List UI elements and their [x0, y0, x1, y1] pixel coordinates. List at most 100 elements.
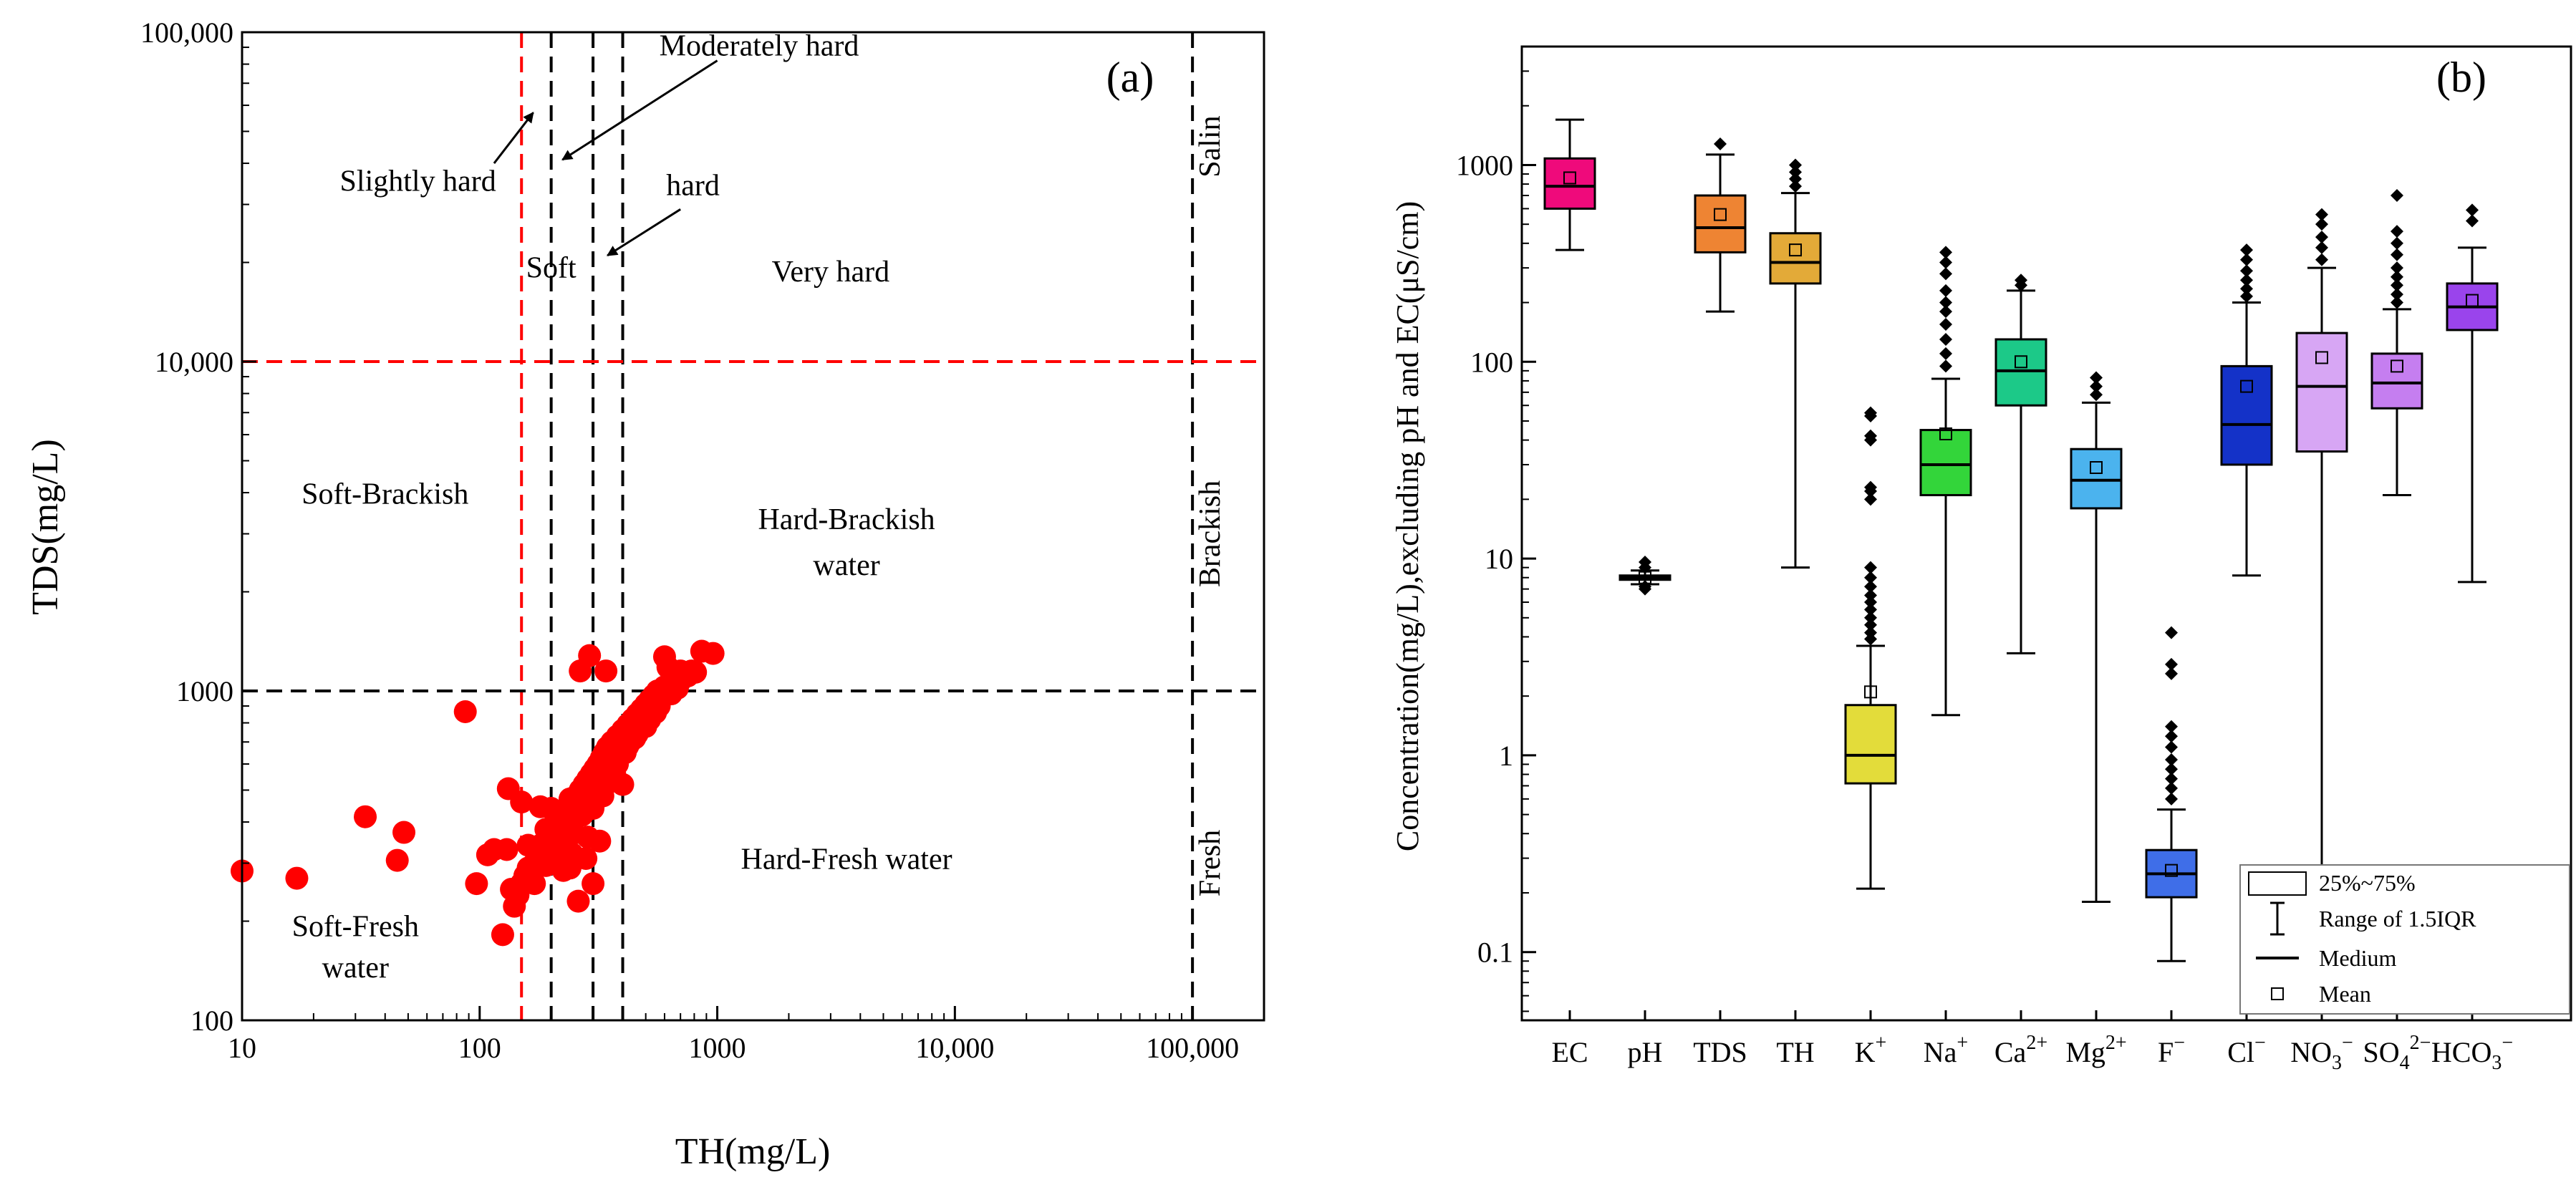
outlier-point	[1789, 172, 1802, 185]
category-label-base: F	[2158, 1036, 2174, 1068]
box-iqr	[2370, 352, 2423, 410]
mean-marker	[2240, 379, 2253, 393]
outlier-point	[2240, 264, 2253, 278]
y-axis-label-b: Concentration(mg/L),excluding pH and EC(…	[1390, 201, 1425, 851]
box-cl	[2220, 243, 2273, 577]
outlier-point	[2391, 189, 2403, 203]
outlier-point	[1864, 480, 1877, 494]
category-label-sup: +	[1957, 1032, 1968, 1054]
y-tick-label: 1000	[176, 675, 233, 707]
category-label: Na+	[1924, 1032, 1968, 1068]
annotation-label: Moderately hard	[660, 29, 859, 62]
outlier-point	[1864, 611, 1877, 624]
data-point	[558, 787, 582, 811]
outlier-point	[1939, 284, 1952, 297]
outlier-point	[1864, 596, 1877, 609]
outlier-point	[2391, 288, 2403, 301]
box-mg2	[2070, 371, 2123, 904]
x-axis-label-a: TH(mg/L)	[675, 1131, 831, 1172]
outlier-point	[2240, 253, 2253, 266]
annotation-label: hard	[666, 170, 720, 203]
category-label: TH	[1776, 1036, 1814, 1068]
legend-frame	[2239, 864, 2570, 1015]
box-tds	[1694, 137, 1747, 313]
data-point	[453, 700, 477, 723]
outlier-point	[2315, 231, 2328, 244]
data-point	[392, 821, 416, 844]
outlier-point	[2165, 720, 2178, 733]
vertical-region-label: Brackish	[1194, 480, 1227, 587]
annotation-arrow	[561, 59, 718, 161]
legend-item-label: Range of 1.5IQR	[2319, 906, 2476, 932]
category-label-base: Cl	[2227, 1036, 2254, 1068]
category-label: pH	[1628, 1036, 1663, 1068]
data-point	[523, 872, 546, 896]
mean-marker	[2466, 294, 2479, 307]
box-iqr	[1844, 704, 1897, 785]
category-labels: EC pH TDS TH K+ Na+ Ca2+ Mg2+ F− Cl− NO3− SO42− HCO3…	[1551, 1032, 2513, 1074]
category-label: HCO3−	[2431, 1032, 2513, 1074]
category-label-base: K	[1855, 1036, 1876, 1068]
outlier-point	[1864, 626, 1877, 639]
category-label-sup: −	[2254, 1032, 2266, 1054]
x-tick-label: 10	[228, 1032, 256, 1064]
data-point	[566, 889, 590, 913]
outlier-point	[2165, 792, 2178, 806]
outlier-point	[2090, 371, 2103, 384]
data-point	[584, 787, 608, 811]
outlier-point	[1789, 180, 1802, 193]
outlier-point	[2466, 203, 2479, 217]
outlier-point	[2165, 626, 2178, 639]
annotation-arrow	[493, 112, 534, 164]
box-ec	[1543, 118, 1596, 251]
category-label: NO3−	[2290, 1032, 2353, 1074]
outlier-point	[2165, 667, 2178, 680]
data-point	[354, 805, 377, 828]
box-iqr	[1919, 429, 1972, 497]
category-label-base: NO	[2290, 1036, 2332, 1068]
panel-a-label: (a)	[1106, 54, 1154, 101]
category-label-sup: +	[1876, 1032, 1887, 1054]
box-ca2	[1994, 274, 2047, 654]
category-label: Mg2+	[2065, 1032, 2126, 1068]
outlier-point	[2240, 282, 2253, 296]
outlier-point	[2165, 740, 2178, 754]
mean-marker	[1563, 171, 1576, 185]
outlier-point	[1639, 555, 1651, 569]
outlier-point	[2391, 270, 2403, 284]
outlier-point	[1939, 347, 1952, 360]
mean-marker	[1864, 685, 1877, 699]
outlier-point	[1864, 603, 1877, 616]
region-label: Very hard	[772, 256, 889, 289]
category-label: SO42−	[2363, 1032, 2431, 1074]
category-label: Cl−	[2227, 1032, 2266, 1068]
outlier-point	[1939, 332, 1952, 346]
data-point	[603, 762, 627, 785]
mean-marker	[2090, 461, 2103, 475]
box-iqr	[1769, 232, 1822, 285]
y-axis-label-a: TDS(mg/L)	[25, 439, 66, 615]
outlier-point	[1789, 158, 1802, 172]
category-label-sup: 2+	[2105, 1032, 2127, 1054]
outlier-point	[2315, 241, 2328, 254]
mean-marker	[2315, 351, 2328, 364]
outlier-point	[1864, 406, 1877, 420]
annotation-label: Slightly hard	[340, 165, 496, 198]
scatter-points	[231, 639, 725, 947]
box-ph	[1619, 555, 1671, 596]
legend-item-label: Medium	[2319, 945, 2397, 971]
category-label-base: Na	[1924, 1036, 1957, 1068]
region-label: water	[813, 549, 879, 582]
box-series	[1543, 118, 2499, 962]
y-tick-label: 10	[1485, 543, 1513, 575]
data-point	[594, 659, 618, 683]
category-label-sub: 4	[2400, 1052, 2410, 1074]
category-label-base: TDS	[1693, 1036, 1747, 1068]
data-point	[516, 833, 540, 857]
legend-item-label: 25%~75%	[2319, 870, 2416, 896]
data-point	[510, 790, 534, 814]
outlier-point	[2315, 208, 2328, 221]
box-iqr	[1994, 338, 2047, 407]
category-label: K+	[1855, 1032, 1887, 1068]
